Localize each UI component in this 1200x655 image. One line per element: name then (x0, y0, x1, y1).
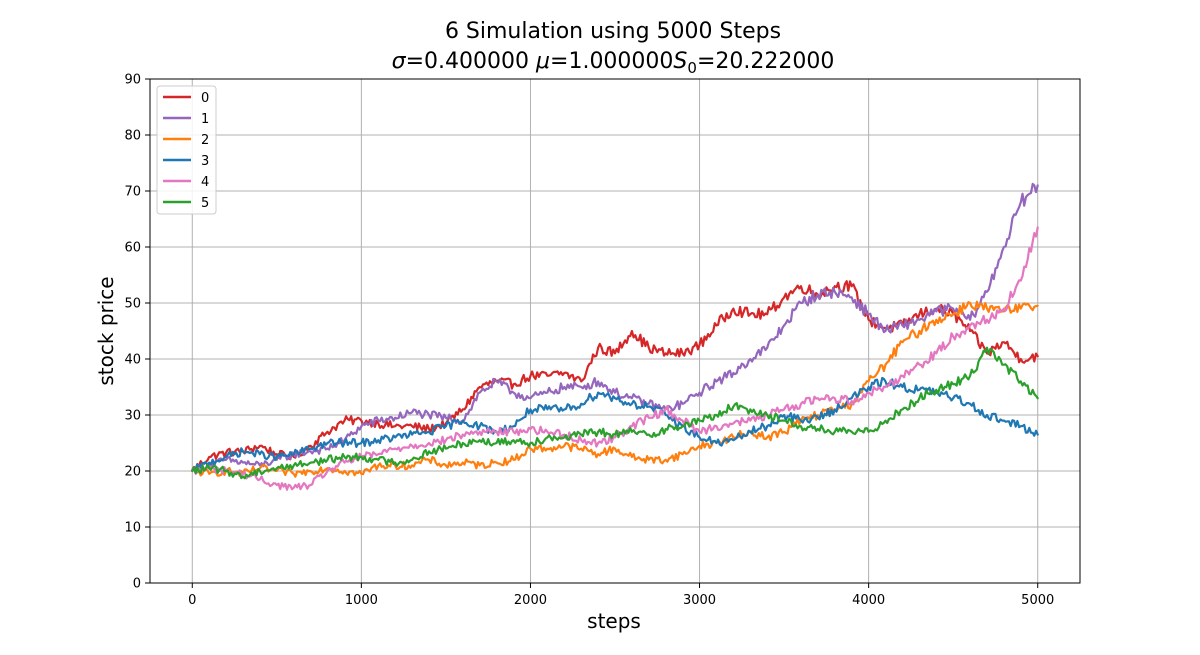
x-axis-label: steps (587, 609, 641, 633)
chart-title-line2: σ=0.400000 μ=1.000000S0=20.222000 (392, 49, 835, 77)
series-line-2 (191, 300, 1039, 478)
sigma-value: =0.400000 (406, 49, 536, 74)
y-tick-label: 0 (133, 577, 141, 592)
plot-frame (149, 78, 1081, 584)
s-subscript: 0 (687, 59, 697, 77)
y-tick-label: 90 (124, 73, 141, 88)
x-tick-label: 3000 (683, 593, 716, 608)
series-group (191, 182, 1039, 491)
series-line-4 (191, 226, 1039, 491)
legend-label-0: 0 (201, 91, 209, 106)
legend: 0 1 2 3 4 5 (156, 85, 217, 215)
mu-symbol: μ (535, 49, 550, 74)
y-tick-label: 60 (124, 241, 141, 256)
s-value: =20.222000 (697, 49, 834, 74)
x-tick-label: 0 (188, 593, 196, 608)
y-tick-label: 70 (124, 185, 141, 200)
x-tick-label: 1000 (345, 593, 378, 608)
series-line-0 (191, 280, 1039, 471)
legend-label-4: 4 (201, 175, 209, 190)
legend-label-2: 2 (201, 133, 209, 148)
x-tick-label: 5000 (1021, 593, 1054, 608)
series-line-5 (191, 346, 1039, 480)
legend-label-1: 1 (201, 112, 209, 127)
series-line-3 (191, 376, 1039, 473)
y-tick-label: 50 (124, 297, 141, 312)
chart-title-line1: 6 Simulation using 5000 Steps (445, 19, 781, 44)
y-tick-label: 10 (124, 521, 141, 536)
x-tick-label: 2000 (514, 593, 547, 608)
y-tick-label: 80 (124, 129, 141, 144)
y-axis-label: stock price (94, 276, 118, 385)
mu-value: =1.000000 (550, 49, 673, 74)
x-tick-label: 4000 (852, 593, 885, 608)
sigma-symbol: σ (392, 49, 407, 74)
legend-label-5: 5 (201, 196, 209, 211)
legend-label-3: 3 (201, 154, 209, 169)
y-tick-label: 40 (124, 353, 141, 368)
s-symbol: S (673, 49, 687, 74)
series-line-1 (191, 182, 1039, 475)
y-tick-label: 30 (124, 409, 141, 424)
y-tick-label: 20 (124, 465, 141, 480)
